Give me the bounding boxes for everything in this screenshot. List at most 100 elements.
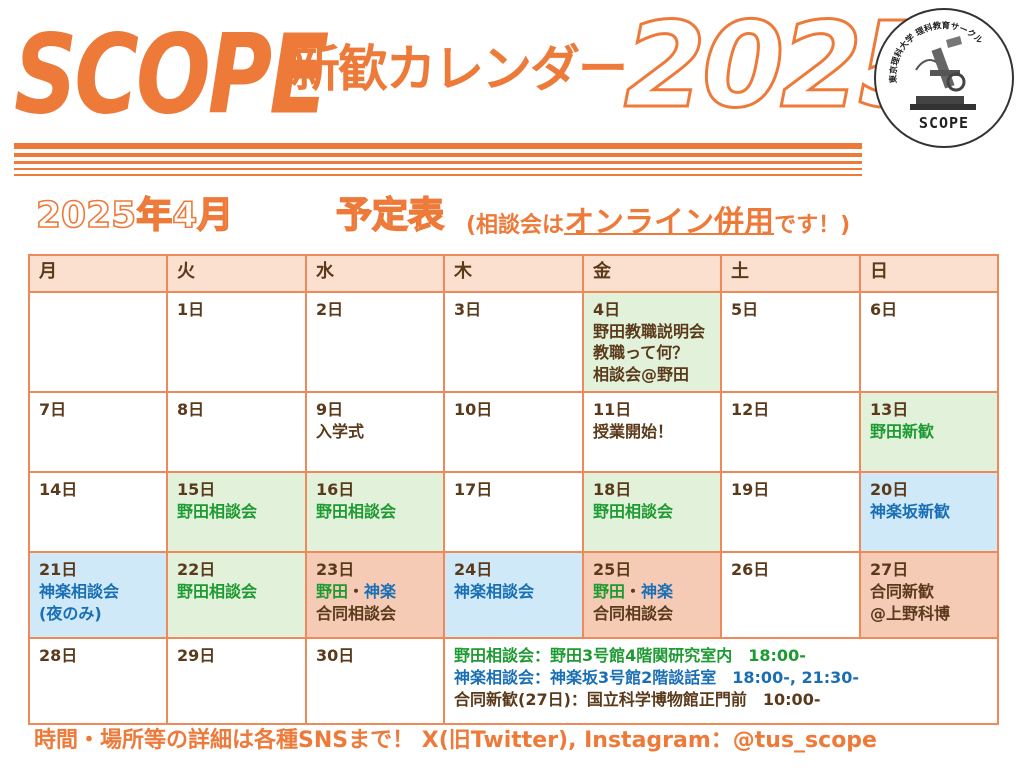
calendar-week-row: 21日 神楽相談会 (夜のみ) 22日 野田相談会 23日 野田・神楽 合同相談会 24日 神楽相… <box>28 551 999 640</box>
weekday-header: 月 <box>28 254 168 293</box>
footer-note: 時間・場所等の詳細は各種SNSまで！ X(旧Twitter), Instagra… <box>34 728 877 753</box>
day-number: 21日 <box>39 560 78 580</box>
calendar-day-cell: 24日 神楽相談会 <box>443 551 584 640</box>
day-number: 2日 <box>316 300 344 319</box>
day-number: 13日 <box>870 400 909 420</box>
calendar-day-cell: 4日野田教職説明会 教職って何？ 相談会@野田 <box>582 290 722 394</box>
day-number: 18日 <box>593 480 632 500</box>
calendar-event: 合同相談会 <box>593 603 674 623</box>
day-number: 23日 <box>316 560 355 580</box>
calendar-day-cell: 17日 <box>443 471 584 554</box>
calendar-event: 野田相談会 <box>177 501 258 521</box>
day-number: 27日 <box>870 560 909 580</box>
calendar-event: 神楽坂新歓 <box>870 501 951 521</box>
calendar-event: 神楽相談会 <box>39 581 120 601</box>
event-part-kagura: 神楽 <box>364 581 397 601</box>
microscope-icon: 東京理科大学 理科教育サークル <box>888 20 985 110</box>
calendar-day-cell: 20日 神楽坂新歓 <box>859 471 999 554</box>
event-separator: ・ <box>348 581 365 601</box>
event-part-noda: 野田 <box>316 581 349 601</box>
calendar-event: 野田相談会 <box>177 581 258 601</box>
calendar-day-cell: 22日 野田相談会 <box>166 551 307 640</box>
note-highlight: オンライン併用 <box>564 205 775 240</box>
calendar-event: 入学式 <box>316 421 365 441</box>
calendar-day-cell: 8日 <box>166 391 307 474</box>
calendar-event: 野田・神楽 <box>593 581 711 603</box>
weekday-header: 木 <box>443 254 584 293</box>
calendar-day-cell: 6日 <box>859 290 999 394</box>
calendar-day-cell <box>28 290 168 394</box>
day-number: 4日 <box>593 300 621 319</box>
calendar-event: 合同相談会 <box>316 603 397 623</box>
calendar-event: 授業開始！ <box>593 421 674 441</box>
calendar-day-cell: 2日 <box>305 290 445 394</box>
day-number: 11日 <box>593 400 632 420</box>
calendar-event: 合同新歓 <box>870 581 935 601</box>
calendar-event: 教職って何？ <box>593 343 689 363</box>
weekday-header: 土 <box>720 254 861 293</box>
venue-line: 神楽相談会：神楽坂3号館2階談話室 18:00-, 21:30- <box>454 667 860 687</box>
day-number: 5日 <box>731 300 759 319</box>
day-number: 12日 <box>731 400 770 420</box>
weekday-header: 火 <box>166 254 307 293</box>
calendar-day-cell: 15日 野田相談会 <box>166 471 307 554</box>
calendar-day-cell: 13日 野田新歓 <box>859 391 999 474</box>
calendar-day-cell: 23日 野田・神楽 合同相談会 <box>305 551 445 640</box>
day-number: 16日 <box>316 480 355 500</box>
day-number: 20日 <box>870 480 909 500</box>
day-number: 29日 <box>177 646 216 666</box>
calendar-day-cell: 29日 <box>166 637 307 726</box>
day-number: 24日 <box>454 560 493 580</box>
calendar-event: 野田新歓 <box>870 421 935 441</box>
calendar-day-cell: 9日 入学式 <box>305 391 445 474</box>
calendar-week-row: 28日 29日 30日 野田相談会：野田3号館4階関研究室内 18:00- 神楽相談会：… <box>28 637 999 726</box>
calendar-week-row: 14日 15日 野田相談会 16日 野田相談会 17日 18日 野田相談会 19日 20日 神楽坂新… <box>28 471 999 554</box>
day-number: 15日 <box>177 480 216 500</box>
calendar-day-cell: 25日 野田・神楽 合同相談会 <box>582 551 722 640</box>
day-number: 8日 <box>177 400 205 420</box>
calendar-day-cell: 3日 <box>443 290 584 394</box>
calendar-day-cell: 11日 授業開始！ <box>582 391 722 474</box>
calendar-day-cell: 10日 <box>443 391 584 474</box>
calendar-event: 野田相談会 <box>316 501 397 521</box>
calendar-day-cell: 18日 野田相談会 <box>582 471 722 554</box>
note-prefix: (相談会は <box>466 213 565 238</box>
consultation-note: (相談会はオンライン併用です！) <box>466 208 850 238</box>
calendar-grid: 月火水木金土日 1日 2日 3日 4日 野田教職説明会 教職って何？ 相談会@野田 5日 6日 7日… <box>28 254 999 726</box>
day-number: 7日 <box>39 400 67 420</box>
day-number: 19日 <box>731 480 770 500</box>
calendar-event: 野田相談会 <box>593 501 674 521</box>
event-part-kagura: 神楽 <box>641 581 674 601</box>
day-number: 17日 <box>454 480 493 500</box>
day-number: 22日 <box>177 560 216 580</box>
note-suffix: です！) <box>774 213 851 238</box>
calendar-day-cell: 5日 <box>720 290 861 394</box>
day-number: 26日 <box>731 560 770 580</box>
calendar-day-cell: 27日 合同新歓 @上野科博 <box>859 551 999 640</box>
calendar-title: 新歓カレンダー <box>290 40 628 98</box>
calendar-week-row: 1日 2日 3日 4日野田教職説明会 教職って何？ 相談会@野田 5日 6日 <box>28 290 999 394</box>
event-part-noda: 野田 <box>593 581 626 601</box>
day-number: 30日 <box>316 646 355 666</box>
calendar-day-cell: 21日 神楽相談会 (夜のみ) <box>28 551 168 640</box>
calendar-day-cell: 30日 <box>305 637 445 726</box>
day-number: 14日 <box>39 480 78 500</box>
brand-title: SCOPE <box>14 10 329 139</box>
logo-text: SCOPE <box>918 114 970 132</box>
calendar-event: 相談会@野田 <box>593 364 690 384</box>
scope-logo: 東京理科大学 理科教育サークル SCOPE <box>874 8 1014 148</box>
weekday-header: 日 <box>859 254 999 293</box>
venue-line: 合同新歓(27日)：国立科学博物館正門前 10:00- <box>454 689 821 709</box>
calendar-day-cell: 19日 <box>720 471 861 554</box>
calendar-event: (夜のみ) <box>39 603 102 623</box>
day-number: 1日 <box>177 300 205 319</box>
day-number: 9日 <box>316 400 344 420</box>
calendar-event: 神楽相談会 <box>454 581 535 601</box>
event-separator: ・ <box>625 581 642 601</box>
day-number: 28日 <box>39 646 78 666</box>
calendar-day-cell: 7日 <box>28 391 168 474</box>
month-heading: 2025年4月 <box>35 195 234 236</box>
calendar-event: 野田教職説明会 <box>593 321 706 341</box>
day-number: 3日 <box>454 300 482 319</box>
weekday-header: 金 <box>582 254 722 293</box>
